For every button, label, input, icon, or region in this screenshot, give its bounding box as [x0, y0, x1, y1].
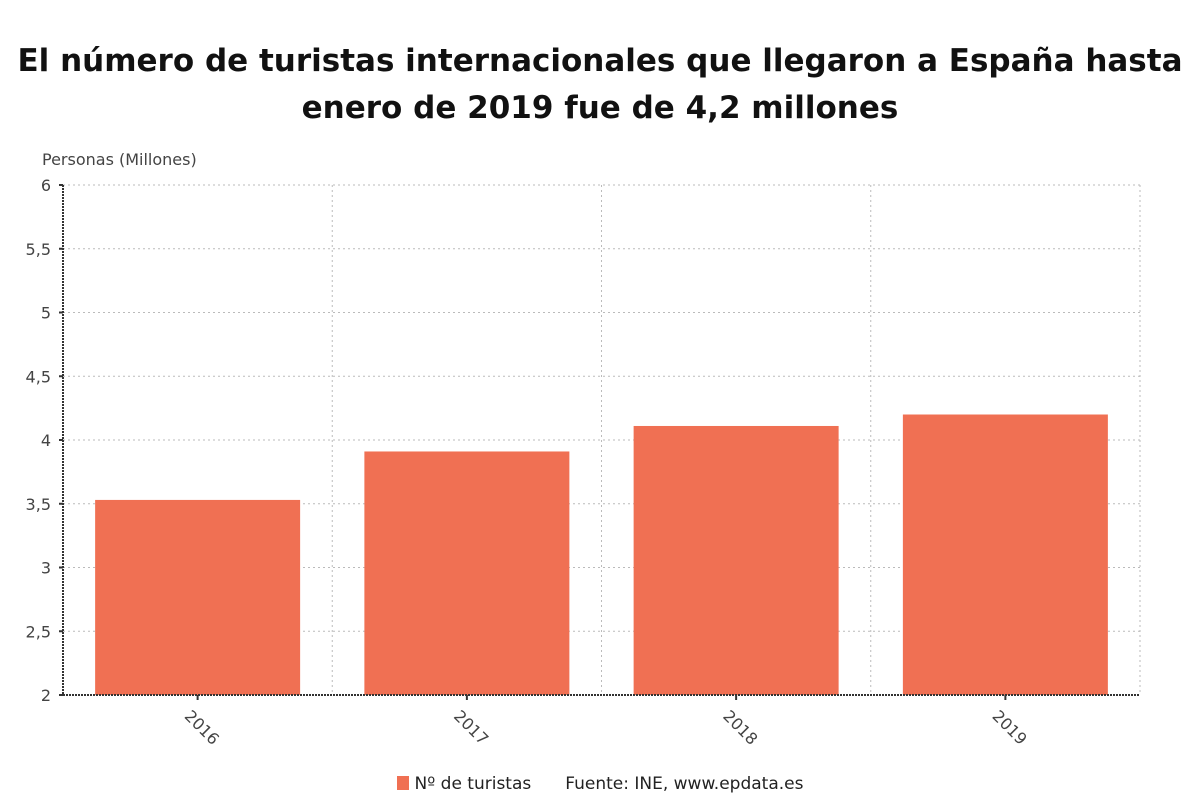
grid-lines [63, 184, 1141, 695]
x-tick-label: 2018 [719, 706, 761, 748]
y-tick-labels: 2 2,5 3 3,5 4 4,5 5 5,5 6 [26, 176, 51, 705]
y-tick-label: 3 [41, 559, 51, 578]
bar-2018 [633, 425, 839, 695]
y-tick-label: 4 [41, 431, 51, 450]
chart-title-line-1: El número de turistas internacionales qu… [17, 43, 1183, 79]
x-tick-labels: 2016 2017 2018 2019 [181, 706, 1031, 748]
chart-title: El número de turistas internacionales qu… [0, 38, 1200, 132]
bar-2017 [364, 451, 570, 695]
x-tick-label: 2019 [989, 706, 1031, 748]
y-axis-label: Personas (Millones) [42, 150, 197, 169]
legend-swatch [396, 776, 409, 790]
bar-2016 [95, 499, 301, 695]
bar-2019 [902, 414, 1108, 695]
chart-title-line-2: enero de 2019 fue de 4,2 millones [301, 90, 899, 126]
y-tick-label: 6 [41, 176, 51, 195]
bars [95, 414, 1108, 695]
y-tick-label: 5,5 [26, 240, 51, 259]
y-tick-label: 2 [41, 686, 51, 705]
axes [59, 184, 1140, 700]
source-note: Fuente: INE, www.epdata.es [565, 774, 804, 794]
legend: Nº de turistas Fuente: INE, www.epdata.es [0, 774, 1200, 794]
y-tick-label: 5 [41, 304, 51, 323]
y-tick-label: 3,5 [26, 495, 51, 514]
x-tick-label: 2017 [450, 706, 492, 748]
y-tick-label: 2,5 [26, 622, 51, 641]
legend-series-label: Nº de turistas [414, 774, 532, 794]
y-tick-label: 4,5 [26, 367, 51, 386]
x-tick-label: 2016 [181, 706, 223, 748]
